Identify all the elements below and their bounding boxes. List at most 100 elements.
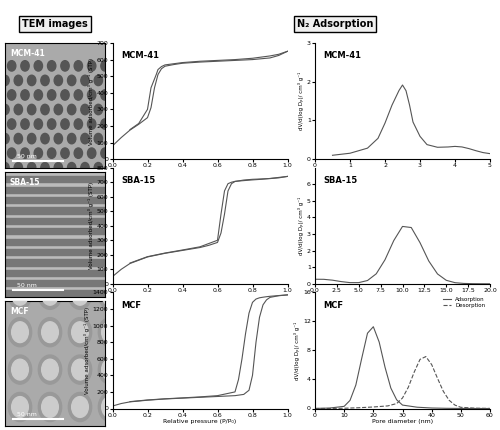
Adsorption: [428, 405, 434, 411]
Circle shape: [14, 75, 22, 86]
Adsorption: [338, 279, 344, 284]
Circle shape: [42, 284, 58, 305]
Circle shape: [21, 90, 29, 100]
Adsorption: [459, 144, 465, 150]
Desorption: [385, 403, 391, 408]
Bar: [5, 197, 105, 203]
Adsorption: [396, 88, 402, 93]
Adsorption: [330, 278, 336, 283]
Circle shape: [114, 90, 122, 100]
Bar: [5, 176, 105, 182]
Adsorption: [347, 150, 353, 156]
Adsorption: [417, 240, 423, 245]
Circle shape: [108, 133, 116, 144]
Circle shape: [12, 322, 28, 343]
Adsorption: [356, 280, 362, 285]
Circle shape: [72, 359, 88, 380]
Circle shape: [1, 133, 9, 144]
Adsorption: [470, 281, 476, 286]
Text: MCM-41: MCM-41: [10, 49, 45, 58]
Adsorption: [382, 257, 388, 262]
Bar: [5, 239, 105, 245]
Circle shape: [88, 148, 96, 158]
Adsorption: [445, 144, 451, 150]
Circle shape: [54, 104, 62, 115]
Adsorption: [373, 271, 380, 276]
Adsorption: [444, 406, 450, 411]
Desorption: [341, 405, 347, 411]
Circle shape: [54, 133, 62, 144]
Circle shape: [8, 393, 32, 421]
Circle shape: [54, 163, 62, 173]
Circle shape: [94, 163, 102, 173]
X-axis label: Relative pressure (P/P₀): Relative pressure (P/P₀): [164, 295, 236, 299]
Circle shape: [1, 75, 9, 86]
Circle shape: [21, 61, 29, 71]
Circle shape: [101, 61, 109, 71]
Adsorption: [347, 280, 353, 285]
Adsorption: [358, 356, 364, 361]
Circle shape: [8, 61, 16, 71]
Text: MCF: MCF: [121, 301, 142, 310]
Circle shape: [74, 148, 82, 158]
Adsorption: [312, 406, 318, 411]
Circle shape: [102, 396, 118, 418]
Adsorption: [364, 146, 370, 151]
Adsorption: [426, 258, 432, 264]
Circle shape: [8, 119, 16, 129]
Adsorption: [406, 102, 412, 108]
Circle shape: [8, 280, 32, 309]
Text: 50 nm: 50 nm: [17, 412, 37, 417]
Text: MCM-41: MCM-41: [324, 51, 362, 60]
Adsorption: [376, 339, 382, 344]
Adsorption: [400, 224, 406, 229]
Desorption: [312, 406, 318, 411]
Adsorption: [487, 406, 493, 411]
Circle shape: [102, 284, 118, 305]
Circle shape: [38, 355, 62, 384]
Adsorption: [414, 405, 420, 410]
Adsorption: [375, 136, 381, 141]
Circle shape: [21, 119, 29, 129]
Bar: [5, 291, 105, 297]
Circle shape: [8, 148, 16, 158]
Circle shape: [108, 104, 116, 115]
Circle shape: [61, 148, 69, 158]
Desorption: [434, 376, 440, 381]
Circle shape: [41, 163, 49, 173]
Text: MCF: MCF: [10, 307, 29, 316]
Circle shape: [42, 322, 58, 343]
Bar: [5, 218, 105, 224]
Circle shape: [94, 75, 102, 86]
Adsorption: [330, 153, 336, 158]
Desorption: [440, 389, 446, 394]
Adsorption: [364, 278, 370, 283]
Adsorption: [364, 331, 370, 336]
Adsorption: [403, 88, 409, 93]
Circle shape: [114, 148, 122, 158]
Circle shape: [102, 359, 118, 380]
Circle shape: [1, 104, 9, 115]
Circle shape: [88, 61, 96, 71]
Adsorption: [400, 83, 406, 88]
Adsorption: [410, 120, 416, 125]
Circle shape: [98, 393, 122, 421]
Adsorption: [321, 277, 327, 282]
Circle shape: [41, 133, 49, 144]
Circle shape: [72, 322, 88, 343]
Circle shape: [34, 148, 42, 158]
Desorption: [356, 405, 362, 410]
Circle shape: [61, 90, 69, 100]
Circle shape: [68, 75, 76, 86]
Adsorption: [394, 397, 400, 402]
Bar: [5, 270, 105, 276]
Desorption: [428, 362, 434, 367]
Circle shape: [94, 104, 102, 115]
Text: SBA-15: SBA-15: [121, 176, 156, 185]
Adsorption: [391, 238, 397, 243]
Text: SBA-15: SBA-15: [324, 176, 358, 185]
Circle shape: [28, 104, 36, 115]
Text: TEM images: TEM images: [22, 18, 88, 29]
Circle shape: [61, 119, 69, 129]
Line: Adsorption: Adsorption: [315, 227, 490, 284]
